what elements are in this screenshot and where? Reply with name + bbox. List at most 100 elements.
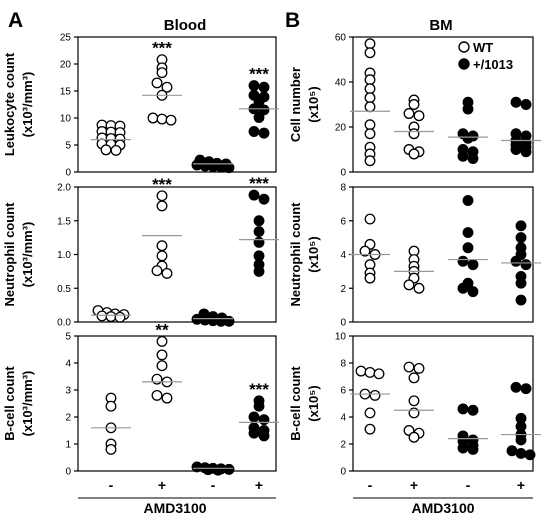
data-point [364,213,376,225]
y-tick-label: 10 [335,332,347,343]
data-point [408,395,420,407]
data-point [253,400,265,412]
data-point [105,400,117,412]
data-point [156,113,168,125]
data-point [462,103,474,115]
data-point [202,464,214,476]
y-tick-label: 0 [340,168,346,179]
y-axis-unit: (x10⁵) [306,385,321,421]
panel-b-middle: 0 2 4 6 8 Neutrophil count (x10⁵) [288,183,541,329]
data-point [151,389,163,401]
data-point [515,277,527,289]
y-tick-label: 8 [340,359,346,370]
data-point [515,232,527,244]
data-point [408,372,420,384]
y-tick-label: 6 [340,216,346,227]
group-mut-treated: *** [239,65,279,139]
group-mut-treated [501,381,541,461]
data-point [359,245,371,257]
data-point [520,146,532,158]
data-point [258,127,270,139]
data-point [413,282,425,294]
data-point [253,236,265,248]
data-point [223,315,235,327]
data-point [467,259,479,271]
data-point [151,77,163,89]
y-axis-unit: (x10⁵) [306,236,321,272]
y-tick-label: 0 [340,318,346,329]
data-point [248,427,260,439]
y-tick-label: 15 [60,87,72,98]
data-point [165,114,177,126]
data-point [510,144,522,155]
legend-wt-label: WT [473,40,493,55]
data-point [457,255,469,267]
y-tick-label: 40 [335,78,347,89]
group-mut-treated: *** [239,380,279,442]
data-point [110,144,122,156]
significance-mark: ** [155,320,169,339]
group-wt-treated: *** [142,39,182,126]
significance-mark: *** [249,174,269,193]
significance-mark: *** [249,65,269,84]
y-tick-label: 1 [65,440,71,451]
data-point [105,311,117,323]
data-point [253,215,265,227]
data-point [364,272,376,284]
data-point [408,99,420,110]
data-point [253,265,265,277]
y-axis-label: B-cell count [288,366,303,441]
y-tick-label: 1.5 [57,216,71,227]
y-tick-label: 1.0 [57,250,71,261]
x-axis-bm: - + - + AMD3100 [353,477,533,516]
data-point [364,38,376,50]
data-point [467,404,479,416]
y-tick-label: 25 [60,33,72,44]
column-title-blood: Blood [164,17,207,34]
data-point [364,423,376,435]
data-point [524,449,536,461]
data-point [364,128,376,140]
group-wt-untreated [91,392,131,455]
xtick-label: - [109,477,114,493]
y-axis-unit: (x10⁵) [306,86,321,122]
significance-mark: *** [152,175,172,194]
x-axis-blood: - + - + AMD3100 [78,477,276,516]
data-point [506,445,518,457]
data-point [96,310,108,322]
plot-frame [77,335,277,472]
data-point [156,349,168,361]
data-point [248,189,260,201]
data-point [248,411,260,423]
data-point [258,81,270,93]
panel-a-middle: 0.0 0.5 1.0 1.5 2.0 Neutrophil count (x10³/mm³… [2,174,279,329]
data-point [413,110,425,122]
panel-a-top: 0 5 10 15 20 25 Leukocyte count (x10³/mm³) *** **… [2,33,279,179]
plot-frame [77,186,277,323]
data-point [364,155,376,167]
data-point [457,150,469,162]
y-axis-label: Leukocyte count [2,52,17,156]
legend-mut-marker [458,58,470,70]
xlabel: AMD3100 [143,500,206,516]
group-mut-untreated [448,96,488,164]
group-mut-treated [501,96,541,158]
data-point [156,67,168,79]
y-tick-label: 5 [65,332,71,343]
data-point [515,434,527,446]
data-point [161,267,173,279]
data-point [510,96,522,108]
y-tick-label: 60 [335,33,347,44]
data-point [457,442,469,454]
data-point [510,381,522,393]
group-mut-untreated [448,195,488,298]
y-tick-label: 2 [340,284,346,295]
data-point [403,108,415,119]
legend-wt-marker [458,41,470,53]
y-tick-label: 6 [340,386,346,397]
data-point [258,104,270,116]
data-point [462,242,474,254]
plot-frame [352,335,534,472]
